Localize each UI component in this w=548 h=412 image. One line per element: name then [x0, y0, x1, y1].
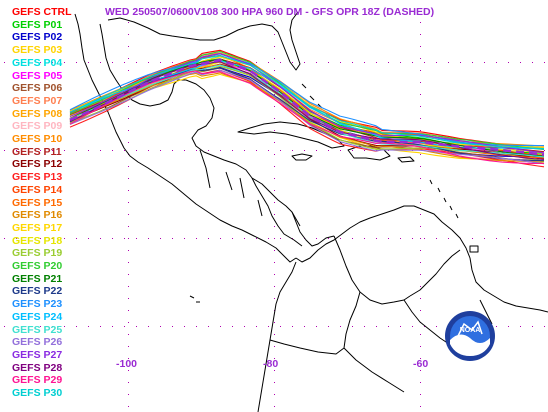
legend-item: GEFS CTRL: [12, 6, 72, 18]
legend-item: GEFS P08: [12, 107, 63, 120]
ensemble-contour: [69, 53, 545, 154]
legend-item: GEFS P28: [12, 361, 63, 374]
legend-item: GEFS P14: [12, 183, 63, 196]
legend-item: GEFS P09: [12, 120, 63, 133]
ensemble-contour: [69, 69, 545, 165]
legend-item: GEFS P06: [12, 82, 63, 95]
noaa-logo-text: NOAA: [460, 327, 481, 334]
legend-item: GEFS P24: [12, 310, 63, 323]
ensemble-contour: [69, 72, 545, 163]
lon-tick-label: -60: [413, 358, 429, 370]
legend-item: GEFS P04: [12, 56, 63, 69]
ensemble-contour: [69, 54, 545, 150]
chart-title: WED 250507/0600V108 300 HPA 960 DM - GFS…: [105, 6, 435, 18]
ensemble-legend: GEFS CTRL GEFS P01 GEFS P02 GEFS P03 GEFS P0…: [12, 6, 72, 400]
legend-item: GEFS P30: [12, 387, 63, 400]
legend-item: GEFS P11: [12, 145, 62, 158]
legend-item: GEFS P13: [12, 171, 63, 184]
legend-item: GEFS P10: [12, 133, 63, 146]
legend-item: GEFS P12: [12, 158, 63, 171]
legend-item: GEFS P21: [12, 272, 63, 285]
legend-item: GEFS P16: [12, 209, 63, 222]
opr-contour-dashed: [69, 58, 545, 156]
legend-item: GEFS P01: [12, 18, 63, 31]
legend-item: GEFS P07: [12, 94, 63, 107]
legend-item: GEFS P15: [12, 196, 63, 209]
ensemble-contour: [69, 53, 544, 147]
legend-item: GEFS P29: [12, 374, 63, 387]
legend-item: GEFS P17: [12, 221, 63, 234]
legend-item: GEFS P22: [12, 285, 63, 298]
legend-item: GEFS P25: [12, 323, 63, 336]
legend-item: GEFS P05: [12, 69, 63, 82]
legend-item: GEFS P19: [12, 247, 63, 260]
coastlines: [74, 11, 548, 412]
noaa-logo: NOAA: [445, 311, 495, 361]
legend-item: GEFS P03: [12, 44, 63, 57]
legend-item: GEFS P18: [12, 234, 63, 247]
legend-item: GEFS P20: [12, 260, 63, 273]
lon-tick-label: -80: [263, 358, 279, 370]
ensemble-contour: [69, 61, 545, 160]
lon-tick-label: -100: [116, 358, 138, 370]
ensemble-contour: [69, 67, 545, 162]
ensemble-contour: [69, 70, 544, 165]
legend-item: GEFS P23: [12, 298, 63, 311]
legend-item: GEFS P02: [12, 31, 63, 44]
legend-item: GEFS P27: [12, 348, 63, 361]
legend-item: GEFS P26: [12, 336, 63, 349]
